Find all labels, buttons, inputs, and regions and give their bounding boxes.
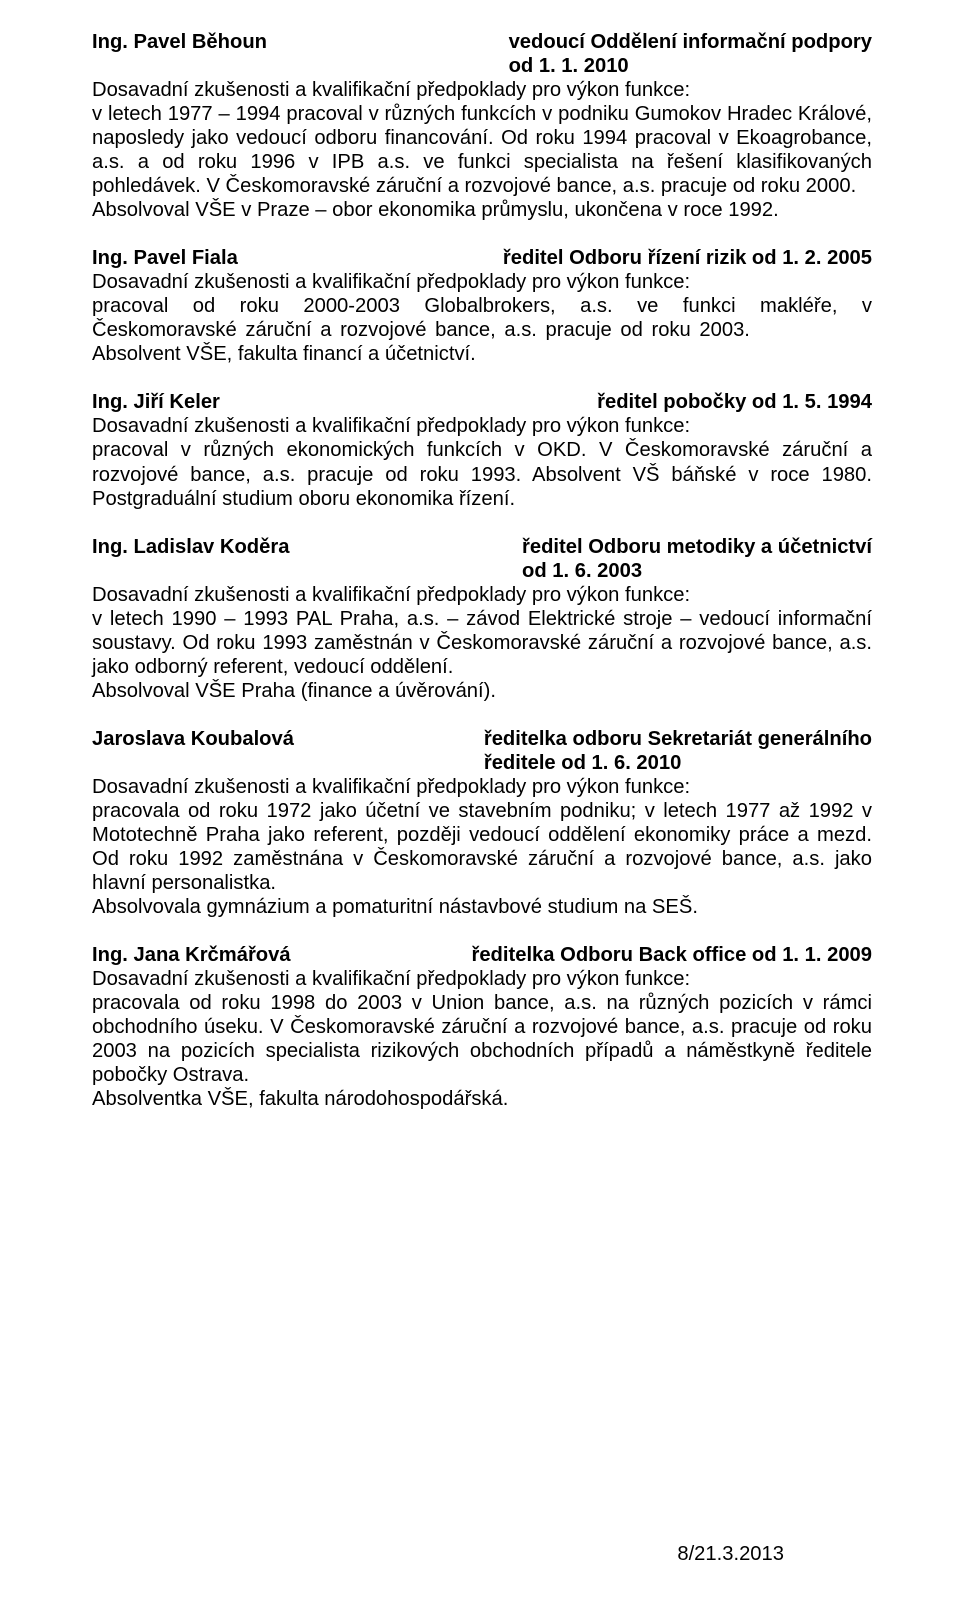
person-section: Ing. Jana Krčmářová ředitelka Odboru Bac… [92, 943, 872, 1111]
qualifications-body: pracovala od roku 1972 jako účetní ve st… [92, 799, 872, 895]
person-title: ředitel Odboru metodiky a účetnictví od … [514, 535, 872, 583]
page-footer: 8/21.3.2013 [677, 1542, 784, 1566]
qualifications-subhead: Dosavadní zkušenosti a kvalifikační před… [92, 78, 872, 102]
qualifications-subhead: Dosavadní zkušenosti a kvalifikační před… [92, 414, 872, 438]
person-section: Jaroslava Koubalová ředitelka odboru Sek… [92, 727, 872, 919]
person-title: ředitel Odboru řízení rizik od 1. 2. 200… [495, 246, 872, 270]
person-name: Ing. Jana Krčmářová [92, 943, 291, 967]
qualifications-body: pracovala od roku 1998 do 2003 v Union b… [92, 991, 872, 1087]
person-name: Ing. Pavel Běhoun [92, 30, 267, 54]
person-header-row: Jaroslava Koubalová ředitelka odboru Sek… [92, 727, 872, 775]
qualifications-subhead: Dosavadní zkušenosti a kvalifikační před… [92, 967, 872, 991]
title-line: ředitel Odboru metodiky a účetnictví [522, 536, 872, 558]
title-line: od 1. 6. 2003 [522, 560, 642, 582]
person-header-row: Ing. Jiří Keler ředitel pobočky od 1. 5.… [92, 390, 872, 414]
person-section: Ing. Pavel Fiala ředitel Odboru řízení r… [92, 246, 872, 366]
qualifications-body: v letech 1990 – 1993 PAL Praha, a.s. – z… [92, 607, 872, 679]
person-header-row: Ing. Jana Krčmářová ředitelka Odboru Bac… [92, 943, 872, 967]
title-line: od 1. 1. 2010 [509, 55, 629, 77]
qualifications-subhead: Dosavadní zkušenosti a kvalifikační před… [92, 775, 872, 799]
qualifications-body: v letech 1977 – 1994 pracoval v různých … [92, 102, 872, 198]
qualifications-body: Absolvoval VŠE Praha (finance a úvěrován… [92, 679, 872, 703]
person-name: Ing. Pavel Fiala [92, 246, 238, 270]
title-line: ředitelka odboru Sekretariát generálního [484, 728, 872, 750]
title-line: ředitele od 1. 6. 2010 [484, 752, 682, 774]
document-page: Ing. Pavel Běhoun vedoucí Oddělení infor… [92, 30, 872, 1590]
person-name: Jaroslava Koubalová [92, 727, 294, 751]
person-title: vedoucí Oddělení informační podpory od 1… [501, 30, 872, 78]
person-header-row: Ing. Pavel Fiala ředitel Odboru řízení r… [92, 246, 872, 270]
person-name: Ing. Ladislav Koděra [92, 535, 289, 559]
person-header-row: Ing. Pavel Běhoun vedoucí Oddělení infor… [92, 30, 872, 78]
qualifications-subhead: Dosavadní zkušenosti a kvalifikační před… [92, 583, 872, 607]
person-title: ředitelka odboru Sekretariát generálního… [476, 727, 872, 775]
title-line: vedoucí Oddělení informační podpory [509, 31, 872, 53]
person-section: Ing. Jiří Keler ředitel pobočky od 1. 5.… [92, 390, 872, 510]
person-section: Ing. Ladislav Koděra ředitel Odboru meto… [92, 535, 872, 703]
qualifications-body: Absolventka VŠE, fakulta národohospodářs… [92, 1087, 872, 1111]
qualifications-body: Absolvoval VŠE v Praze – obor ekonomika … [92, 198, 872, 222]
person-title: ředitel pobočky od 1. 5. 1994 [589, 390, 872, 414]
qualifications-body: pracoval od roku 2000-2003 Globalbrokers… [92, 294, 872, 342]
qualifications-body: Absolvent VŠE, fakulta financí a účetnic… [92, 342, 872, 366]
qualifications-body: Absolvovala gymnázium a pomaturitní nást… [92, 895, 872, 919]
person-name: Ing. Jiří Keler [92, 390, 220, 414]
qualifications-subhead: Dosavadní zkušenosti a kvalifikační před… [92, 270, 872, 294]
person-section: Ing. Pavel Běhoun vedoucí Oddělení infor… [92, 30, 872, 222]
person-header-row: Ing. Ladislav Koděra ředitel Odboru meto… [92, 535, 872, 583]
qualifications-body: pracoval v různých ekonomických funkcích… [92, 438, 872, 510]
person-title: ředitelka Odboru Back office od 1. 1. 20… [463, 943, 872, 967]
